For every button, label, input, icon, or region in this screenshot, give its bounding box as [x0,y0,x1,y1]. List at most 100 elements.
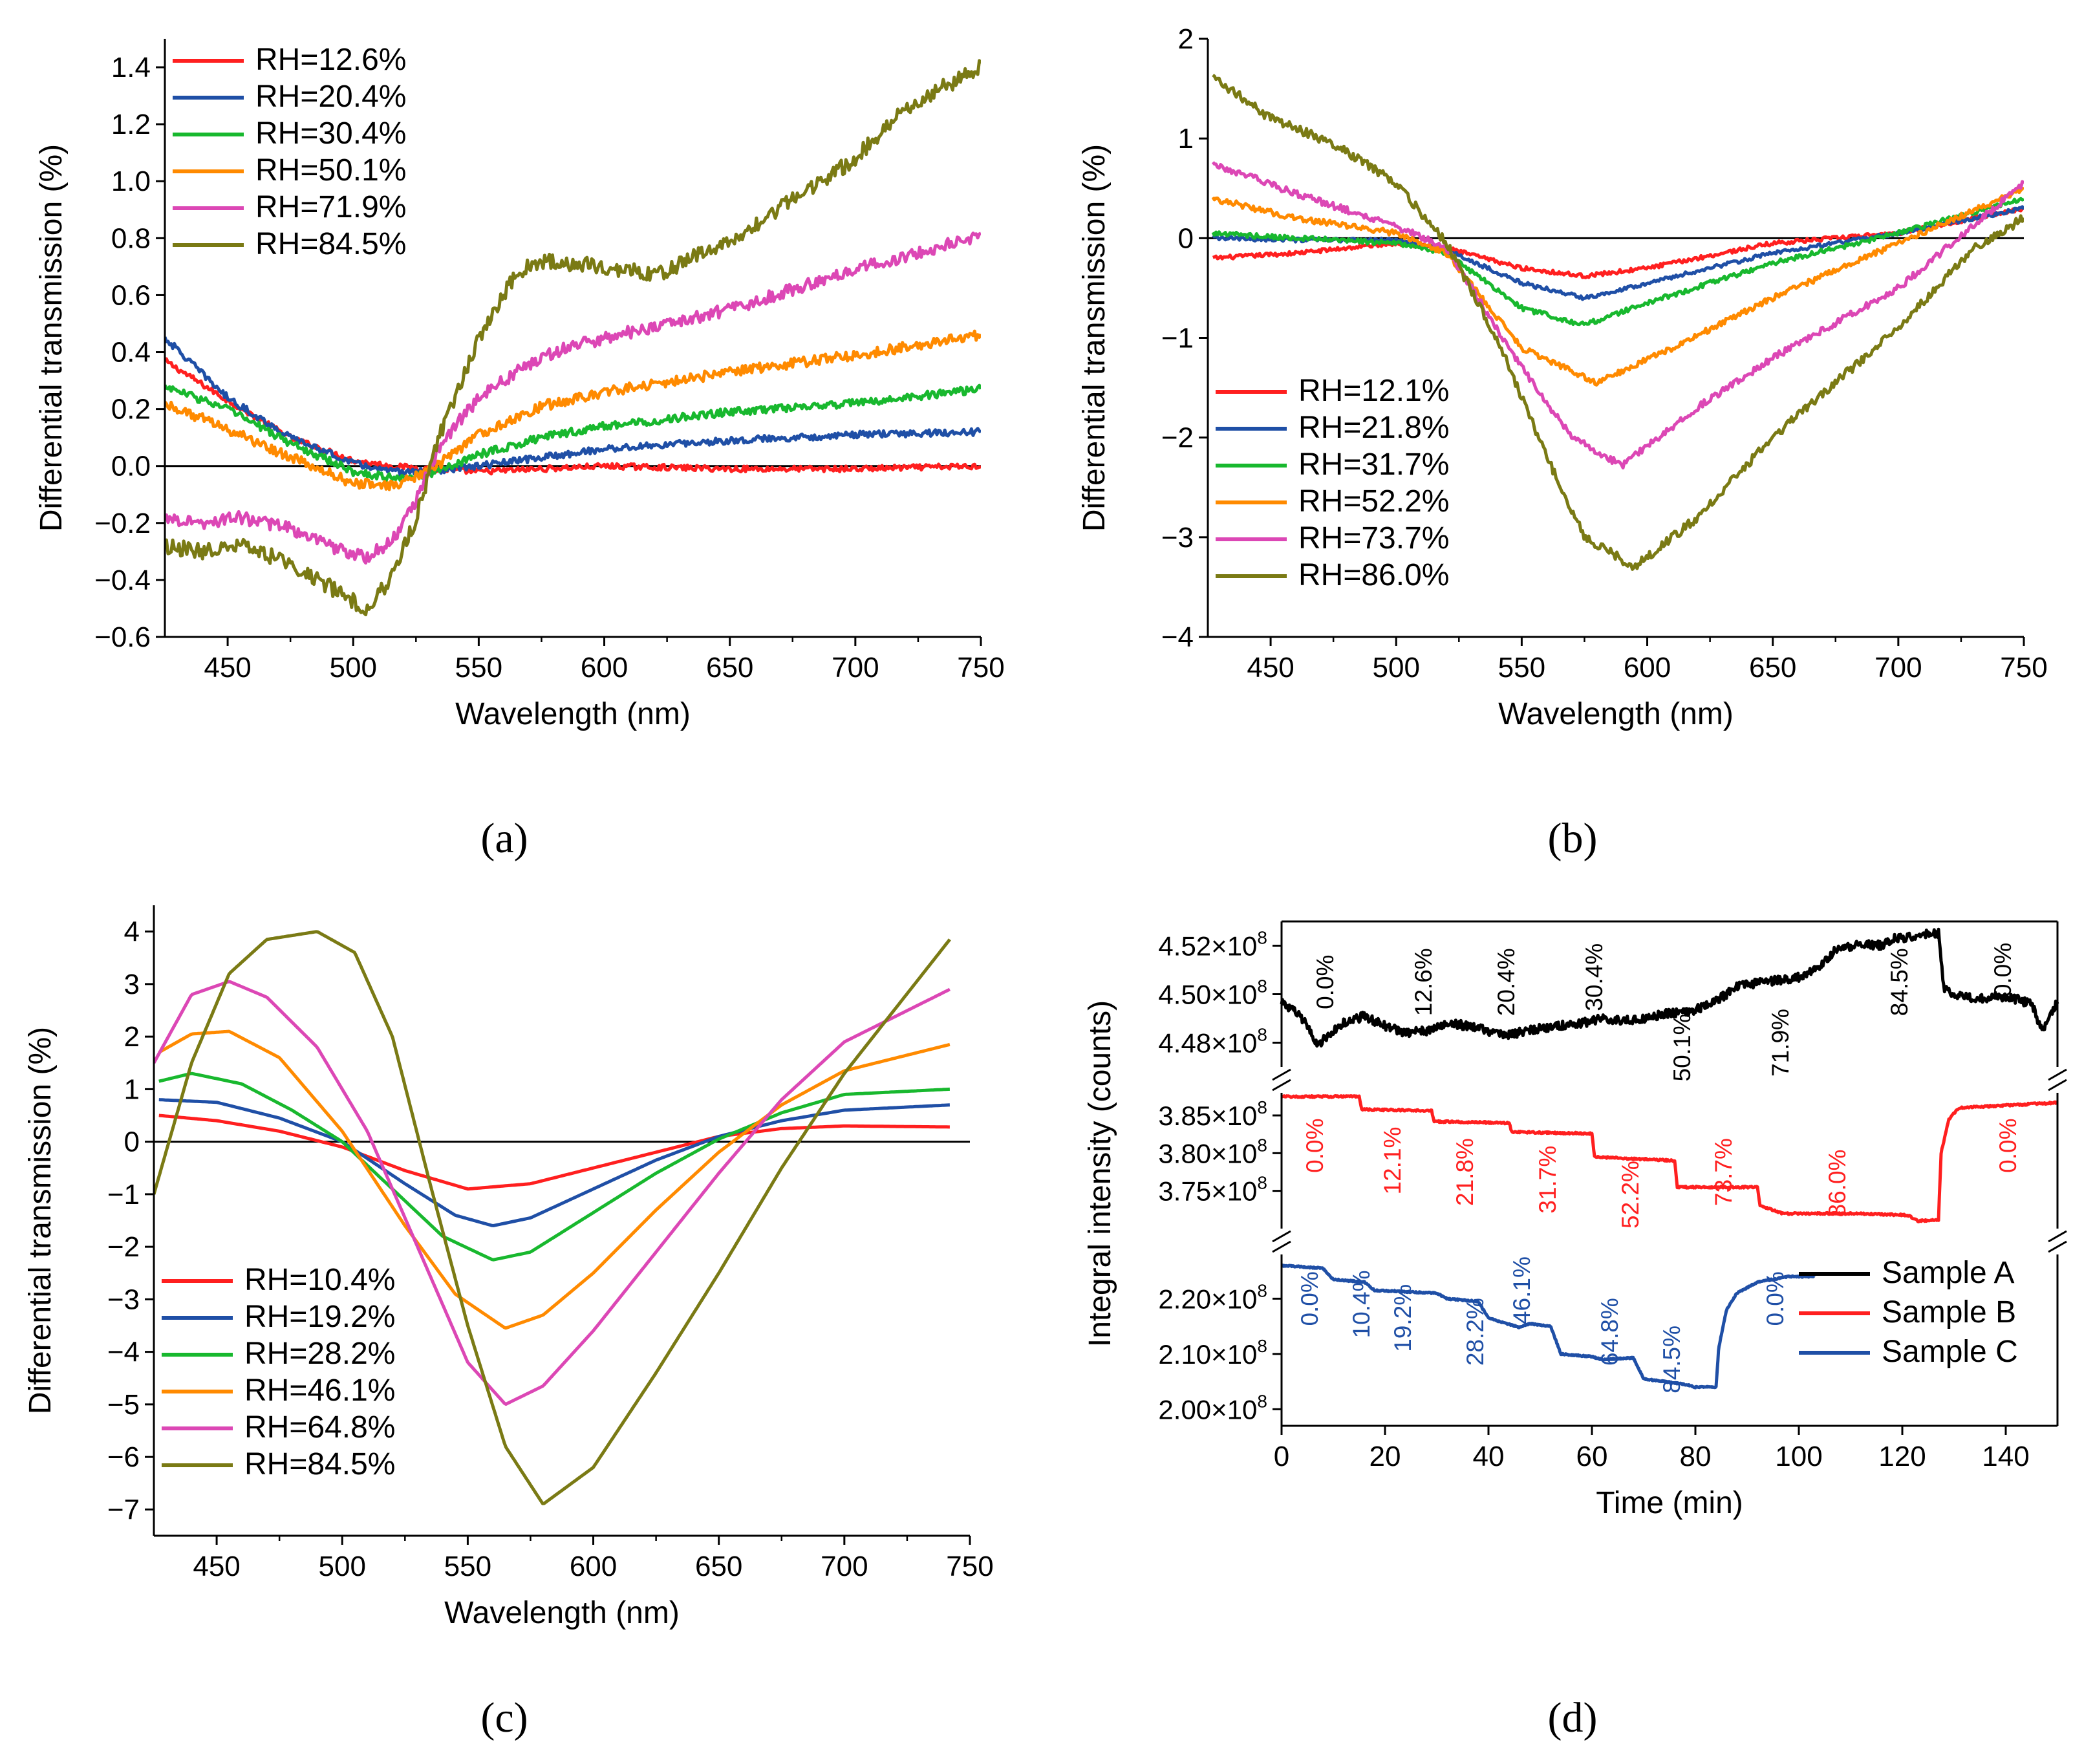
x-tick-label: 450 [204,652,251,683]
legend-label: RH=52.2% [1298,484,1449,519]
y-tick-exponent: 8 [1257,1135,1267,1155]
x-tick-label: 20 [1369,1441,1401,1472]
y-tick-exponent: 8 [1257,1391,1267,1411]
series-5-line [165,231,981,565]
panel-d-chart: 4.48×1084.50×1084.52×1083.75×1083.80×108… [1083,920,2067,1520]
x-tick-label: 40 [1473,1441,1505,1472]
x-tick-label: 550 [444,1551,491,1582]
y-tick-label: 1 [1178,123,1194,155]
x-axis-title: Time (min) [1596,1486,1743,1520]
legend-label: RH=10.4% [244,1263,395,1297]
y-tick-exponent: 8 [1257,1173,1267,1193]
y-tick-label: 0.6 [111,279,151,311]
x-axis-title: Wavelength (nm) [444,1596,680,1630]
rh-annotation: 84.5% [1659,1326,1685,1393]
x-tick-label: 650 [1749,652,1796,683]
y-tick-label: 0 [124,1126,140,1158]
y-tick-label: 3.80×108 [1158,1135,1267,1168]
y-tick-label: −1 [1161,323,1194,354]
y-tick-label: −6 [107,1441,140,1473]
y-tick-label: 0 [1178,222,1194,254]
x-tick-label: 700 [821,1551,868,1582]
legend-label: RH=31.7% [1298,447,1449,482]
x-tick-label: 650 [695,1551,742,1582]
rh-annotation: 12.6% [1410,948,1437,1016]
y-tick-label: −4 [107,1337,140,1368]
y-tick-mantissa: 4.48×10 [1158,1028,1257,1059]
x-tick-label: 450 [1247,652,1294,683]
series-4-line [158,1029,951,1330]
legend-label: RH=21.8% [1298,411,1449,445]
legend-label: Sample B [1882,1295,2016,1329]
y-tick-mantissa: 3.75×10 [1158,1176,1257,1207]
legend-label: RH=84.5% [244,1447,395,1481]
x-tick-label: 140 [1982,1441,2029,1472]
series-4-line [1211,186,2024,387]
y-tick-label: −0.6 [94,621,151,653]
rh-annotation: 0.0% [1990,943,2016,997]
legend-label: RH=73.7% [1298,521,1449,555]
axis-break-mark [2048,1068,2067,1081]
rh-annotation: 52.2% [1617,1161,1644,1229]
y-tick-label: 1.0 [111,166,151,197]
rh-annotation: 0.0% [1762,1271,1788,1326]
y-tick-exponent: 8 [1257,928,1267,948]
x-tick-label: 700 [1874,652,1922,683]
rh-annotation: 71.9% [1767,1009,1794,1077]
y-tick-mantissa: 4.52×10 [1158,931,1257,962]
series-3-line [1280,1264,1816,1390]
x-tick-label: 550 [1498,652,1545,683]
y-tick-mantissa: 2.10×10 [1158,1339,1257,1370]
y-tick-label: 3 [124,969,140,1000]
y-tick-label: 2.00×108 [1158,1391,1267,1425]
rh-annotation: 50.1% [1669,1014,1695,1082]
y-tick-label: 4.50×108 [1158,976,1267,1010]
rh-annotation: 86.0% [1824,1150,1851,1218]
y-tick-label: 0.4 [111,337,151,369]
rh-annotation: 84.5% [1886,948,1913,1016]
rh-annotation: 0.0% [1312,955,1338,1009]
x-tick-label: 100 [1775,1441,1822,1472]
y-tick-label: −0.4 [94,565,151,596]
x-tick-label: 600 [570,1551,617,1582]
y-tick-label: 1 [124,1073,140,1105]
x-tick-label: 750 [2000,652,2047,683]
axis-break-mark [2048,1230,2067,1243]
series-5-line [154,980,951,1406]
y-tick-mantissa: 3.85×10 [1158,1101,1257,1131]
y-axis-title: Differential transmission (%) [34,144,69,532]
legend-label: RH=46.1% [244,1373,395,1408]
y-tick-mantissa: 2.00×10 [1158,1394,1257,1425]
axis-break-mark [2048,1079,2067,1092]
y-tick-label: 2 [124,1021,140,1053]
series-4-line [165,329,981,491]
y-tick-exponent: 8 [1257,1280,1267,1300]
axis-break-mark [1272,1230,1291,1243]
legend-label: RH=64.8% [244,1410,395,1445]
y-tick-label: 0.0 [111,451,151,482]
legend-label: RH=50.1% [255,153,406,188]
rh-annotation: 19.2% [1390,1284,1416,1352]
y-axis-title: Differential transmission (%) [1077,144,1112,532]
y-tick-label: −2 [1161,422,1194,454]
x-tick-label: 650 [706,652,753,683]
series-2-line [165,336,981,477]
x-tick-label: 500 [1373,652,1420,683]
caption-a: (a) [480,815,528,862]
panel-c-chart: 450 500 550 600 650 700 750 −7 −6 −5 −4 −3 −2 −1 0 1 2 3 4… [23,905,994,1630]
y-tick-label: 2.10×108 [1158,1336,1267,1370]
series-3-line [1211,197,2024,327]
y-tick-label: −2 [107,1231,140,1263]
legend-label: RH=86.0% [1298,558,1449,592]
series-2-line [1280,1094,2059,1223]
x-tick-label: 550 [455,652,502,683]
x-tick-label: 500 [319,1551,366,1582]
y-tick-label: −3 [1161,522,1194,554]
series-3-line [165,383,981,482]
caption-c: (c) [480,1694,528,1741]
y-tick-label: −3 [107,1284,140,1315]
legend-label: RH=20.4% [255,80,406,114]
series-5-line [1211,161,2024,469]
y-tick-label: −5 [107,1389,140,1421]
caption-d: (d) [1548,1694,1598,1741]
